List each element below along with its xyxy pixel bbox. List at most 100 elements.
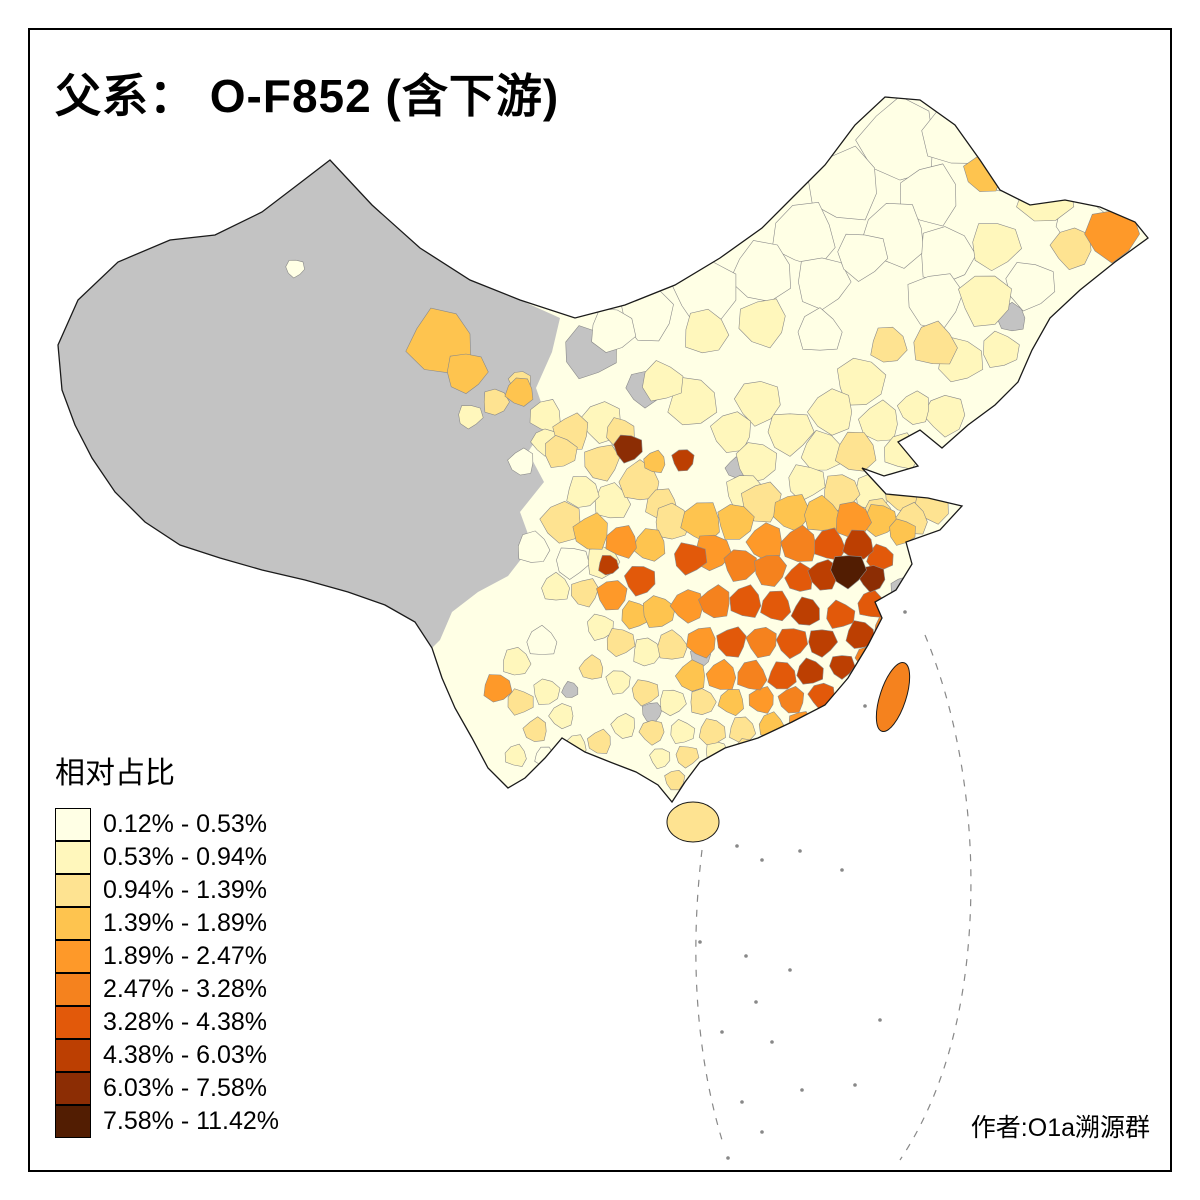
prefecture-cell [698, 584, 730, 619]
prefecture-cell [690, 688, 717, 716]
legend-row: 0.53% - 0.94% [55, 841, 279, 874]
prefecture-cell [643, 449, 666, 474]
legend-swatch [55, 940, 91, 973]
prefecture-cell [613, 434, 643, 464]
prefecture-cell [649, 748, 671, 770]
prefecture-cell [572, 512, 608, 550]
sea-islet-dot [726, 1156, 730, 1160]
prefecture-cell [845, 620, 875, 649]
prefecture-cell [737, 659, 768, 691]
prefecture-cell [896, 390, 930, 425]
prefecture-cell [659, 689, 687, 717]
prefecture-cells [285, 97, 1140, 791]
prefecture-cell [664, 769, 686, 791]
prefecture-cell [705, 658, 737, 690]
sea-islet-dot [744, 954, 748, 958]
legend-label: 7.58% - 11.42% [103, 1107, 280, 1135]
prefecture-cell [837, 233, 889, 282]
no-data-region-west [58, 160, 560, 648]
sea-islet-dot [788, 968, 792, 972]
prefecture-cell [539, 500, 581, 544]
sea-islet-dot [770, 1040, 774, 1044]
prefecture-cell [698, 718, 726, 746]
legend-row: 4.38% - 6.03% [55, 1039, 279, 1072]
legend-label: 0.94% - 1.39% [103, 876, 267, 904]
prefecture-cell [545, 435, 578, 468]
prefecture-cell [610, 713, 635, 739]
legend-swatch [55, 841, 91, 874]
legend-label: 3.28% - 4.38% [103, 1008, 267, 1036]
prefecture-cell [1049, 227, 1092, 271]
prefecture-cell [797, 307, 843, 351]
prefecture-cell [686, 627, 716, 659]
legend-row: 1.89% - 2.47% [55, 940, 279, 973]
prefecture-cell [504, 743, 527, 767]
prefecture-cell [446, 353, 489, 394]
prefecture-cell [808, 629, 838, 658]
prefecture-cell [507, 447, 534, 476]
prefecture-cell [571, 578, 599, 608]
prefecture-cell [674, 659, 705, 692]
sea-islet-dot [798, 849, 802, 853]
prefecture-cell [587, 613, 614, 641]
prefecture-cell [777, 686, 805, 714]
prefecture-cell [548, 703, 574, 730]
legend-swatch [55, 1006, 91, 1039]
prefecture-cell [767, 413, 815, 457]
sea-islet-dot [878, 1018, 882, 1022]
prefecture-cell [587, 728, 611, 754]
legend-row: 0.12% - 0.53% [55, 808, 279, 841]
prefecture-cell [870, 326, 908, 363]
legend-swatch [55, 1105, 91, 1138]
plot-border [28, 28, 1172, 1172]
legend-row: 3.28% - 4.38% [55, 1006, 279, 1039]
prefecture-cell [717, 504, 755, 540]
prefecture-cell [526, 624, 558, 655]
legend-row: 2.47% - 3.28% [55, 973, 279, 1006]
legend-row: 0.94% - 1.39% [55, 874, 279, 907]
prefecture-cell [829, 655, 856, 680]
prefecture-cell [735, 442, 778, 484]
prefecture-cell [775, 628, 809, 660]
prefecture-cell [507, 688, 534, 716]
prefecture-cell [729, 584, 762, 618]
legend-swatch [55, 874, 91, 907]
taiwan-island [875, 662, 911, 732]
prefecture-cell [483, 388, 510, 416]
legend-row: 1.39% - 1.89% [55, 907, 279, 940]
prefecture-cell [633, 637, 662, 667]
legend-label: 2.47% - 3.28% [103, 975, 267, 1003]
legend: 相对占比 0.12% - 0.53% 0.53% - 0.94% 0.94% - 1… [55, 748, 279, 1138]
prefecture-cell [642, 360, 684, 402]
sea-islet-dot [740, 1100, 744, 1104]
legend-rows: 0.12% - 0.53% 0.53% - 0.94% 0.94% - 1.39% 1… [55, 808, 279, 1138]
prefecture-cell [780, 524, 817, 562]
prefecture-cell [1016, 166, 1075, 222]
prefecture-cell [606, 628, 636, 658]
sea-islet-dot [800, 1088, 804, 1092]
prefecture-cell [556, 547, 590, 580]
legend-swatch [55, 973, 91, 1006]
prefecture-cell [591, 308, 637, 353]
prefecture-cell [517, 530, 551, 563]
sea-islet-dot [760, 858, 764, 862]
legend-swatch [55, 808, 91, 841]
prefecture-cell [858, 399, 898, 442]
prefecture-cell [889, 518, 916, 546]
nine-dash-line [899, 634, 972, 1161]
prefecture-cell [796, 657, 824, 685]
prefecture-cell [578, 654, 604, 680]
sea-islet-dot [735, 844, 739, 848]
prefecture-cell [657, 629, 689, 660]
sea-islet-dot [903, 610, 907, 614]
sea-islets [698, 610, 907, 1160]
prefecture-cell [826, 599, 856, 629]
prefecture-cell [784, 562, 813, 592]
sea-islet-dot [754, 1000, 758, 1004]
prefecture-cell [921, 226, 977, 284]
prefecture-cell [561, 681, 579, 698]
prefecture-cell [834, 431, 877, 472]
prefecture-cell [800, 430, 843, 471]
prefecture-cell [958, 275, 1012, 327]
